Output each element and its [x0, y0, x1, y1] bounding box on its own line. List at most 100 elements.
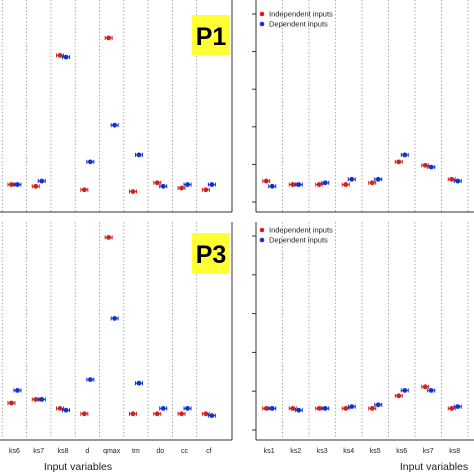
- panel-3-x-tick-label: ks6: [396, 448, 407, 455]
- panel-0-series-1-point-7: [160, 183, 166, 189]
- panel-1-series-0-point-3: [343, 182, 349, 187]
- panel-3-series-0-point-0: [263, 406, 269, 411]
- panel-3-x-tick-label: ks8: [449, 448, 460, 455]
- panel-1-series-0-point-0: [263, 178, 269, 184]
- panel-1-series-0-point-4: [369, 180, 375, 186]
- panel-2-series-0-point-7: [154, 411, 160, 417]
- panel-0-series-1-point-5: [112, 122, 118, 128]
- panel-3-series-1-point-0: [269, 406, 275, 411]
- panel-2-x-tick-label: do: [156, 448, 164, 455]
- panel-2-x-tick-label: qmax: [103, 448, 121, 455]
- panel-2-x-tick-label: tm: [132, 448, 140, 455]
- panel-2-series-1-point-9: [209, 413, 215, 418]
- panel-1-series-1-point-3: [349, 176, 355, 182]
- panel-3-x-tick-label: ks7: [423, 448, 434, 455]
- panel-1-series-1-point-6: [428, 164, 434, 170]
- panel-0-series-0-point-7: [154, 180, 160, 186]
- panel-2-series-1-point-1: [15, 388, 20, 393]
- panel-3-series-0-point-6: [422, 384, 428, 390]
- panel-1-legend-label-1: Dependent inputs: [269, 20, 328, 29]
- panel-2-series-1-point-7: [160, 406, 166, 411]
- panel-0-series-1-point-1: [15, 182, 20, 187]
- panel-0-series-0-point-3: [57, 52, 63, 58]
- panel-3-series-0-point-7: [449, 406, 455, 411]
- panel-3-series-0-point-1: [290, 406, 296, 411]
- panel-0-series-0-point-2: [33, 183, 39, 189]
- panel-0-badge: P1: [196, 23, 227, 51]
- panel-3-x-axis-title: Input variables: [400, 461, 468, 473]
- panel-2-series-0-point-6: [130, 411, 136, 417]
- panel-3-x-tick-label: ks2: [290, 448, 301, 455]
- panel-1-series-0-point-7: [449, 176, 455, 182]
- panel-1-series-1-point-7: [455, 178, 461, 184]
- panel-3-series-1-point-4: [375, 402, 381, 408]
- panel-1-series-0-point-6: [422, 162, 428, 168]
- panel-1-series-0-point-5: [396, 159, 402, 165]
- panel-3-series-1-point-7: [455, 404, 461, 409]
- panel-0-badge-box: [192, 15, 230, 55]
- panel-2-x-tick-label: cc: [181, 448, 189, 455]
- panel-2-series-0-point-1: [9, 400, 14, 406]
- panel-2-x-tick-label: cf: [206, 448, 212, 455]
- panel-3-series-1-point-2: [322, 406, 328, 411]
- panel-3-legend-label-1: Dependent inputs: [269, 236, 328, 245]
- panel-0-series-0-point-9: [203, 187, 209, 193]
- panel-0-series-0-point-8: [179, 185, 184, 191]
- panel-2-x-tick-label: ks7: [33, 448, 44, 455]
- panel-3-series-0-point-5: [396, 393, 402, 399]
- panel-2-x-tick-label: ks8: [58, 448, 69, 455]
- panel-2-series-1-point-5: [112, 316, 118, 321]
- panel-1-series-1-point-0: [269, 183, 275, 189]
- panel-1-series-1-point-5: [402, 152, 408, 158]
- panel-2-series-1-point-3: [63, 407, 69, 413]
- panel-3-x-tick-label: ks1: [264, 448, 275, 455]
- panel-1-legend-label-0: Independent inputs: [269, 10, 333, 19]
- panel-1-series-1-point-4: [375, 176, 381, 182]
- panel-3-legend-label-0: Independent inputs: [269, 226, 333, 235]
- panel-1-legend-marker-1: [259, 21, 265, 27]
- panel-2-series-0-point-4: [81, 411, 87, 417]
- panel-3-legend-marker-0: [259, 227, 265, 233]
- panel-2-x-axis-title: Input variables: [44, 461, 112, 473]
- panel-3-series-0-point-4: [369, 406, 375, 411]
- panel-0-series-0-point-4: [81, 187, 87, 193]
- panel-1-series-1-point-2: [322, 180, 328, 186]
- panel-3-series-1-point-1: [296, 407, 302, 413]
- panel-3-series-0-point-3: [343, 406, 349, 411]
- panel-2-series-0-point-9: [203, 411, 209, 417]
- panel-0-series-1-point-8: [185, 182, 190, 187]
- panel-0-series-1-point-2: [39, 178, 45, 184]
- panel-3-series-1-point-3: [349, 404, 355, 409]
- panel-2-series-1-point-2: [39, 397, 45, 402]
- panel-1-series-0-point-1: [290, 182, 296, 187]
- panel-0-series-1-point-9: [209, 182, 215, 187]
- panel-2-series-0-point-8: [179, 411, 184, 417]
- panel-2-series-0-point-3: [57, 406, 63, 411]
- panel-0-series-0-point-1: [9, 182, 14, 187]
- panel-2-x-tick-label: ks6: [9, 448, 20, 455]
- panel-0-series-0-point-5: [106, 35, 112, 41]
- panel-2-series-0-point-5: [106, 235, 112, 240]
- panel-2-badge-box: [192, 233, 230, 273]
- panel-2-x-tick-label: d: [85, 448, 89, 455]
- panel-0-series-1-point-6: [136, 152, 142, 158]
- panel-0-series-0-point-6: [130, 189, 136, 194]
- panel-0-series-1-point-4: [87, 159, 93, 165]
- panel-1-legend-marker-0: [259, 11, 265, 17]
- panel-2-series-1-point-4: [87, 377, 93, 382]
- panel-2-series-1-point-6: [136, 380, 142, 386]
- panel-3-series-1-point-6: [428, 388, 434, 393]
- panel-3-x-tick-label: ks4: [343, 448, 354, 455]
- panel-3-legend-marker-1: [259, 237, 265, 243]
- panel-1-series-1-point-1: [296, 182, 302, 187]
- panel-3-series-0-point-2: [316, 406, 322, 411]
- panel-3-x-tick-label: ks3: [317, 448, 328, 455]
- panel-3-series-1-point-5: [402, 388, 408, 393]
- panel-3-x-tick-label: ks5: [370, 448, 381, 455]
- panel-1-series-0-point-2: [316, 182, 322, 187]
- panel-0-series-1-point-3: [63, 54, 69, 60]
- panel-2-series-1-point-8: [185, 406, 190, 411]
- panel-2-badge: P3: [196, 241, 227, 269]
